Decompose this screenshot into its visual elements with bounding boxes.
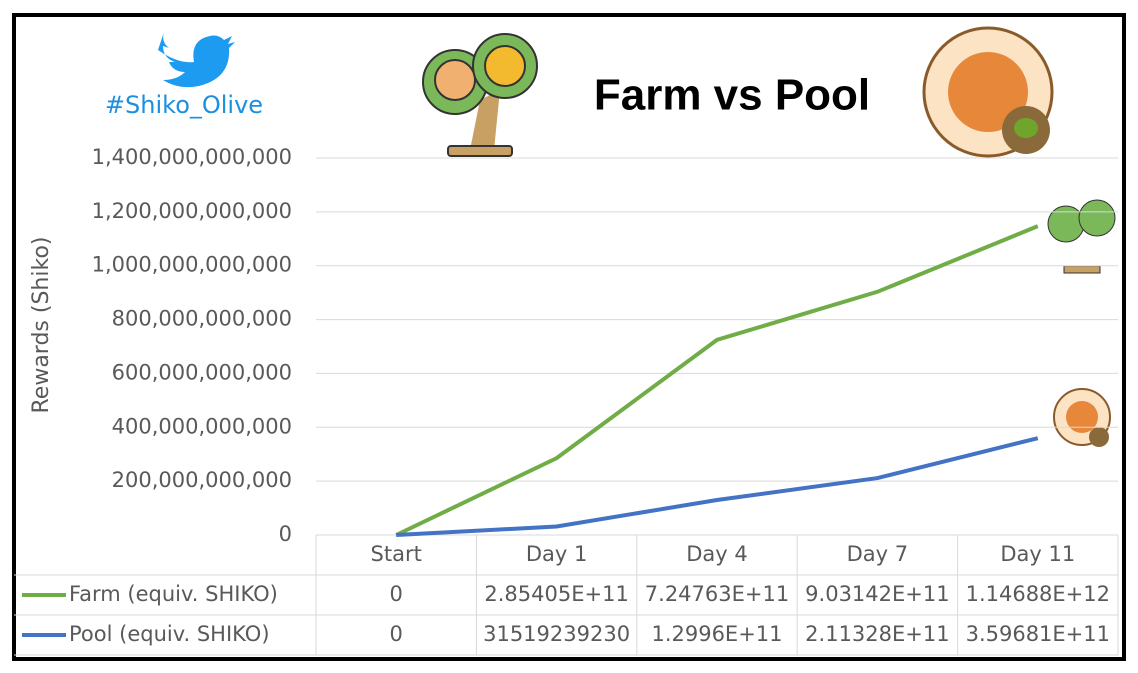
x-tick-label: Day 4 — [686, 542, 748, 566]
series-line — [395, 224, 1039, 537]
y-axis-label: Rewards (Shiko) — [29, 237, 54, 414]
table-value: 3.59681E+11 — [966, 622, 1110, 646]
y-tick-label: 200,000,000,000 — [112, 468, 292, 492]
x-tick-label: Day 7 — [847, 542, 909, 566]
y-tick-label: 1,000,000,000,000 — [92, 253, 292, 277]
table-value: 1.14688E+12 — [966, 582, 1110, 606]
series-line — [396, 436, 1039, 537]
pool-icon — [922, 26, 1054, 158]
legend-label: Pool (equiv. SHIKO) — [69, 622, 270, 646]
twitter-icon — [158, 32, 235, 88]
table-value: 2.85405E+11 — [484, 582, 628, 606]
table-value: 7.24763E+11 — [645, 582, 789, 606]
y-tick-label: 0 — [279, 522, 292, 546]
y-tick-label: 600,000,000,000 — [112, 360, 292, 384]
y-tick-label: 800,000,000,000 — [112, 307, 292, 331]
legend-label: Farm (equiv. SHIKO) — [69, 582, 278, 606]
x-tick-label: Day 11 — [1000, 542, 1075, 566]
table-value: 1.2996E+11 — [651, 622, 782, 646]
table-value: 2.11328E+11 — [805, 622, 949, 646]
end-icons — [1047, 199, 1116, 447]
table-value: 0 — [390, 622, 403, 646]
farm-icon — [422, 33, 538, 157]
y-tick-label: 1,400,000,000,000 — [92, 145, 292, 169]
x-tick-label: Day 1 — [526, 542, 588, 566]
table-value: 0 — [390, 582, 403, 606]
table-value: 31519239230 — [483, 622, 630, 646]
y-tick-label: 400,000,000,000 — [112, 414, 292, 438]
x-tick-label: Start — [371, 542, 422, 566]
chart-title: Farm vs Pool — [594, 71, 870, 120]
y-tick-label: 1,200,000,000,000 — [92, 199, 292, 223]
hashtag: #Shiko_Olive — [105, 91, 263, 119]
table-value: 9.03142E+11 — [805, 582, 949, 606]
